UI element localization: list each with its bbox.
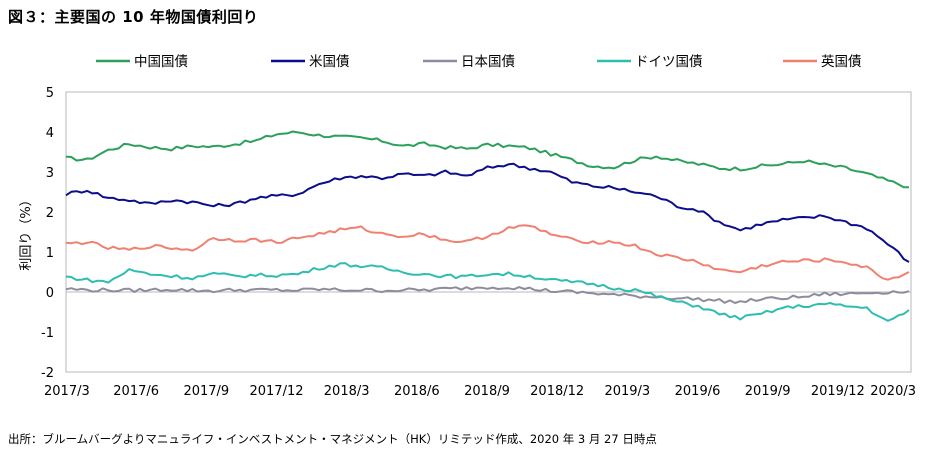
x-tick-label: 2019/9 [745,384,791,399]
x-tick-label: 2017/12 [249,384,303,399]
x-tick-label: 2018/12 [530,384,584,399]
legend-label: 米国債 [309,54,350,70]
y-tick-label: 0 [46,286,54,301]
x-tick-label: 2018/6 [394,384,440,399]
x-tick-label: 2017/6 [113,384,159,399]
x-axis-ticks: 2017/3 2017/6 2017/9 2017/12 2018/3 2018/6 201… [44,384,916,399]
x-tick-label: 2019/6 [675,384,721,399]
x-tick-label: 2020/3 [870,384,916,399]
series-line [65,286,910,304]
x-tick-label: 2018/3 [324,384,370,399]
series-lines [65,130,910,322]
x-tick-label: 2017/9 [183,384,229,399]
y-tick-label: -1 [41,326,54,341]
legend-label: 中国国債 [134,54,188,70]
series-line [65,224,910,281]
y-tick-label: -2 [41,366,54,381]
legend: 中国国債 米国債 日本国債 ドイツ国債 英国債 [96,53,862,70]
chart-title: 図３：主要国の 10 年物国債利回り [8,8,259,26]
series-line [65,162,910,263]
plot-frame [65,91,912,373]
y-axis-label: 利回り（%） [19,193,34,270]
legend-label: 日本国債 [461,54,515,70]
y-tick-label: 5 [46,86,54,101]
y-tick-label: 2 [46,206,54,221]
y-tick-label: 3 [46,166,54,181]
series-line [65,130,910,189]
y-tick-label: 4 [46,126,54,141]
x-tick-label: 2019/12 [811,384,865,399]
y-axis-ticks: 5 4 3 2 1 0 -1 -2 [41,86,54,381]
x-tick-label: 2017/3 [44,384,90,399]
x-tick-label: 2019/3 [604,384,650,399]
legend-label: ドイツ国債 [635,54,703,70]
source-note: 出所：ブルームバーグよりマニュライフ・インベストメント・マネジメント（HK）リミ… [8,432,657,446]
legend-label: 英国債 [821,53,862,70]
series-line [65,262,910,322]
x-tick-label: 2018/9 [464,384,510,399]
y-tick-label: 1 [46,246,54,261]
